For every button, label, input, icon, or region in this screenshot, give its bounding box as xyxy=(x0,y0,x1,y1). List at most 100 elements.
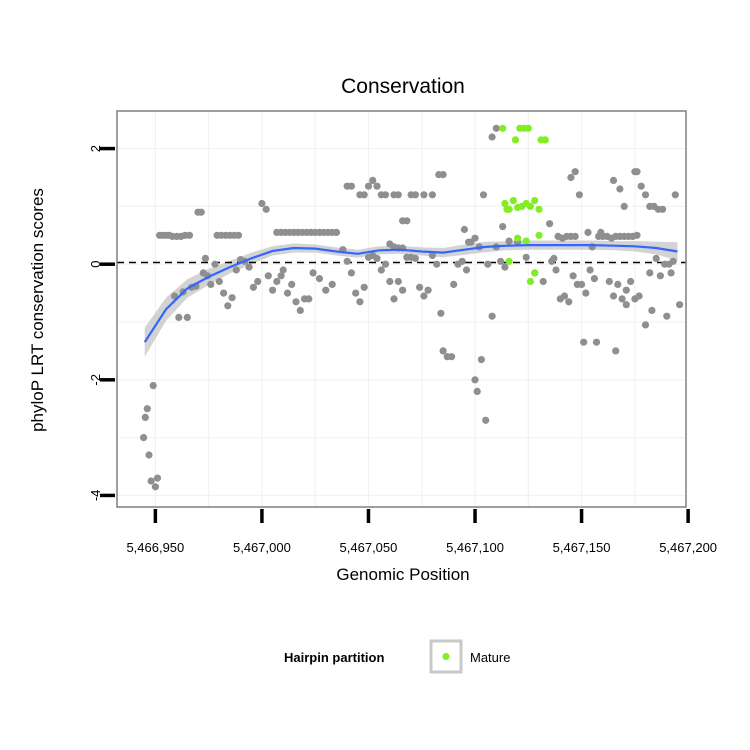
hairpin-point xyxy=(390,295,398,303)
hairpin-point xyxy=(220,289,228,297)
hairpin-point xyxy=(269,286,277,294)
hairpin-point xyxy=(411,254,419,262)
hairpin-point xyxy=(569,272,577,280)
legend: Hairpin partition Mature xyxy=(284,639,510,674)
hairpin-point xyxy=(473,387,481,395)
hairpin-point xyxy=(232,266,240,274)
hairpin-point xyxy=(183,313,191,321)
hairpin-point xyxy=(343,257,351,265)
hairpin-point xyxy=(224,302,232,310)
hairpin-point xyxy=(347,182,355,190)
x-axis: 5,466,950 5,467,000 5,467,050 5,467,100 5,46… xyxy=(126,509,717,555)
hairpin-point xyxy=(546,220,554,228)
x-tick-label: 5,467,200 xyxy=(659,540,717,555)
hairpin-point xyxy=(482,416,490,424)
hairpin-point xyxy=(477,356,485,364)
hairpin-point xyxy=(663,312,671,320)
hairpin-point xyxy=(633,168,641,176)
mature-point xyxy=(505,257,513,265)
hairpin-point xyxy=(292,298,300,306)
hairpin-point xyxy=(381,260,390,268)
hairpin-point xyxy=(381,191,390,199)
hairpin-point xyxy=(360,283,368,291)
hairpin-point xyxy=(416,283,424,291)
hairpin-point xyxy=(328,280,336,288)
hairpin-point xyxy=(245,263,253,271)
hairpin-point xyxy=(283,289,292,297)
hairpin-point xyxy=(309,269,317,277)
hairpin-point xyxy=(386,277,394,286)
hairpin-point xyxy=(145,451,153,459)
chart-title: Conservation xyxy=(341,75,465,98)
hairpin-point xyxy=(492,124,500,132)
hairpin-point xyxy=(488,312,496,320)
hairpin-point xyxy=(671,191,679,199)
hairpin-point xyxy=(616,185,624,193)
hairpin-point xyxy=(394,277,402,286)
hairpin-point xyxy=(288,280,296,288)
hairpin-point xyxy=(369,176,377,184)
hairpin-point xyxy=(215,277,223,286)
mature-point xyxy=(514,234,522,242)
hairpin-point xyxy=(609,292,618,300)
hairpin-point xyxy=(151,483,159,491)
legend-title: Hairpin partition xyxy=(284,650,384,665)
hairpin-point xyxy=(377,266,385,274)
y-tick-label: -2 xyxy=(88,374,103,386)
hairpin-point xyxy=(633,231,641,239)
hairpin-point xyxy=(175,313,183,321)
hairpin-point xyxy=(147,477,155,485)
hairpin-point xyxy=(567,173,575,182)
hairpin-point xyxy=(522,253,530,261)
hairpin-point xyxy=(153,474,162,482)
hairpin-point xyxy=(373,182,381,190)
hairpin-point xyxy=(637,182,645,190)
hairpin-point xyxy=(277,272,285,280)
mature-point xyxy=(509,197,517,205)
hairpin-point xyxy=(356,298,364,306)
hairpin-point xyxy=(641,321,650,329)
hairpin-point xyxy=(656,272,665,280)
hairpin-point xyxy=(424,286,432,294)
hairpin-point xyxy=(264,272,272,280)
hairpin-point xyxy=(420,191,428,199)
hairpin-point xyxy=(439,171,447,179)
hairpin-point xyxy=(141,413,149,421)
hairpin-point xyxy=(584,228,592,236)
y-tick-label: 2 xyxy=(88,145,103,152)
x-tick-label: 5,467,100 xyxy=(446,540,504,555)
hairpin-point xyxy=(627,277,635,286)
hairpin-point xyxy=(403,217,411,225)
hairpin-point xyxy=(609,176,618,184)
hairpin-point xyxy=(296,306,304,314)
hairpin-point xyxy=(428,191,436,199)
hairpin-point xyxy=(484,260,492,268)
hairpin-point xyxy=(659,205,667,213)
y-axis-title: phyloP LRT conservation scores xyxy=(28,188,47,432)
hairpin-point xyxy=(676,301,684,309)
hairpin-point xyxy=(249,283,257,291)
hairpin-point xyxy=(578,280,586,288)
mature-point xyxy=(524,124,532,132)
hairpin-point xyxy=(586,266,594,274)
mature-point xyxy=(531,269,539,277)
hairpin-point xyxy=(605,277,613,286)
hairpin-point xyxy=(501,263,509,271)
hairpin-point xyxy=(411,191,419,199)
hairpin-point xyxy=(437,309,445,317)
smooth-curve xyxy=(143,244,678,343)
hairpin-point xyxy=(262,205,270,213)
hairpin-point xyxy=(352,289,360,297)
hairpin-point xyxy=(207,280,215,288)
hairpin-point xyxy=(648,306,656,314)
hairpin-point xyxy=(592,338,601,346)
hairpin-point xyxy=(143,405,151,413)
hairpin-point xyxy=(332,228,341,236)
hairpin-point xyxy=(254,277,262,286)
hairpin-point xyxy=(228,294,236,302)
mature-point xyxy=(526,202,535,210)
hairpin-point xyxy=(471,234,479,242)
hairpin-point xyxy=(460,225,468,234)
y-axis: -4 -2 0 2 xyxy=(88,145,115,501)
hairpin-point xyxy=(622,301,630,309)
